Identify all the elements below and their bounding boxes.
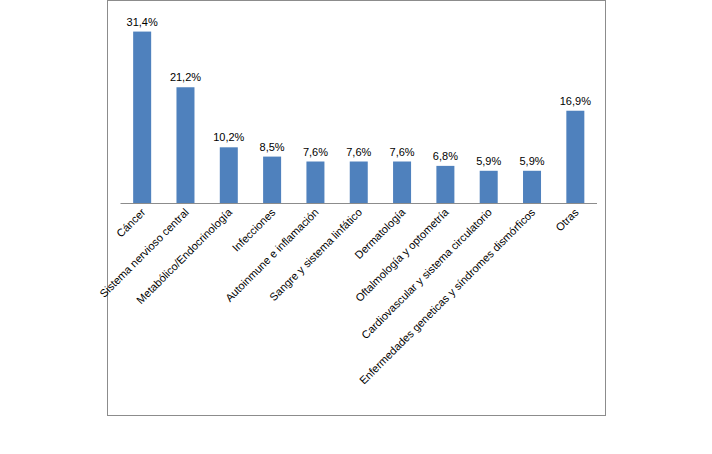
x-tick-label: Cáncer [114, 206, 148, 240]
data-label: 31,4% [127, 16, 158, 28]
bar [263, 157, 281, 203]
data-label: 8,5% [260, 141, 285, 153]
x-tick-label: Metabólico/Endocrinología [134, 205, 235, 306]
bar [566, 111, 584, 203]
bar [436, 166, 454, 203]
x-tick-label: Sangre y sistema linfático [267, 206, 364, 303]
chart-svg: 31,4% 21,2% 10,2% 8,5% 7,6% 7,6% 7,6% 6,8% 5,9% 5… [0, 0, 712, 454]
x-tick-label: Enfermedades geneticas y síndromes dismó… [357, 206, 538, 387]
data-label: 10,2% [213, 131, 244, 143]
x-axis-line [121, 203, 598, 204]
chart-container: 31,4% 21,2% 10,2% 8,5% 7,6% 7,6% 7,6% 6,8% 5,9% 5… [0, 0, 712, 454]
bar [480, 171, 498, 203]
x-tick-label: Otras [553, 206, 581, 234]
data-label: 7,6% [346, 146, 371, 158]
bar [133, 32, 151, 203]
data-label: 5,9% [519, 155, 544, 167]
data-label: 16,9% [560, 95, 591, 107]
bar [393, 162, 411, 203]
data-label: 6,8% [433, 150, 458, 162]
bar [220, 147, 238, 203]
bar [350, 162, 368, 203]
data-label: 7,6% [390, 146, 415, 158]
data-label: 21,2% [170, 71, 201, 83]
x-tick-label: Sistema nervioso central [97, 206, 191, 300]
bar [306, 162, 324, 203]
y-axis-line [107, 1, 108, 203]
bar [176, 87, 194, 203]
bar [523, 171, 541, 203]
data-label: 5,9% [476, 155, 501, 167]
data-label: 7,6% [303, 146, 328, 158]
bars [133, 32, 584, 203]
